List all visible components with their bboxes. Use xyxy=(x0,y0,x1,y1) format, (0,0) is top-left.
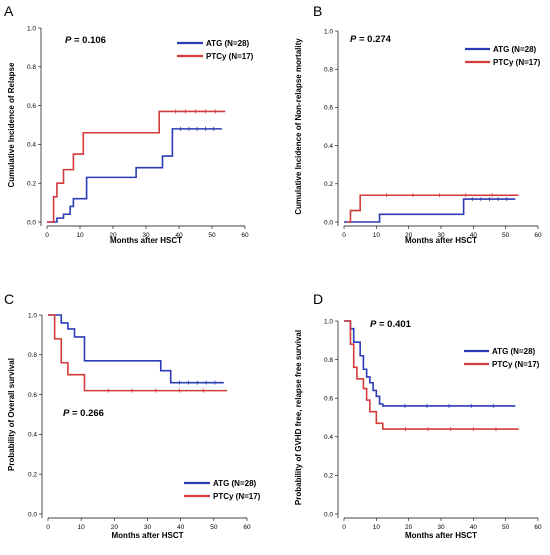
x-tick-label: 10 xyxy=(76,232,84,239)
series-line-atg xyxy=(47,128,222,223)
x-tick-label: 40 xyxy=(470,524,478,531)
y-tick-label: 0.8 xyxy=(28,352,37,359)
p-value-number: = 0.266 xyxy=(69,408,104,419)
x-tick-label: 60 xyxy=(534,232,542,239)
series-line-atg xyxy=(48,314,224,384)
x-tick-label: 40 xyxy=(470,232,478,239)
y-tick-label: 0.2 xyxy=(28,472,37,479)
legend-label: PTCy (N=17) xyxy=(492,360,540,369)
y-tick-label: 0.8 xyxy=(324,357,333,364)
x-tick-label: 50 xyxy=(502,524,510,531)
y-tick-label: 0.0 xyxy=(28,511,37,518)
panel-letter: C xyxy=(4,291,14,307)
x-tick-label: 30 xyxy=(144,524,152,531)
x-tick-label: 0 xyxy=(45,232,49,239)
x-tick-label: 10 xyxy=(78,524,86,531)
p-value-number: = 0.106 xyxy=(71,35,106,46)
x-axis-label: Months after HSCT xyxy=(405,236,477,245)
x-tick-label: 30 xyxy=(437,232,445,239)
y-tick-label: 0.4 xyxy=(28,432,37,439)
x-tick-label: 0 xyxy=(342,232,346,239)
panel-letter: B xyxy=(313,3,322,19)
x-tick-label: 30 xyxy=(142,232,150,239)
y-axis-label: Cumulative Incidence of Non-relapse mort… xyxy=(294,38,303,215)
panel-a: A 0 10 20 30 40 50 60 0.0 0.2 0.4 0.6 0.8 1.0 Months a… xyxy=(4,3,254,245)
series-line-ptcy xyxy=(48,314,228,392)
x-tick-label: 20 xyxy=(109,232,117,239)
legend-label: PTCy (N=17) xyxy=(213,492,261,501)
series-line-ptcy xyxy=(47,110,226,223)
y-tick-label: 0.6 xyxy=(324,105,333,112)
y-tick-label: 0.0 xyxy=(324,219,333,226)
p-value: P = 0.106 xyxy=(65,35,106,46)
p-value-symbol: P xyxy=(63,408,70,419)
legend-label: PTCy (N=17) xyxy=(493,58,541,67)
y-axis-label: Probability of Overall survival xyxy=(7,358,16,471)
x-tick-label: 0 xyxy=(342,524,346,531)
x-tick-label: 10 xyxy=(373,524,381,531)
y-tick-label: 1.0 xyxy=(324,318,333,325)
x-axis-label: Months after HSCT xyxy=(405,531,477,540)
x-tick-label: 0 xyxy=(46,524,50,531)
x-tick-label: 40 xyxy=(175,232,183,239)
x-tick-label: 50 xyxy=(210,524,218,531)
y-tick-label: 0.6 xyxy=(28,392,37,399)
y-tick-label: 0.0 xyxy=(324,511,333,518)
x-tick-label: 50 xyxy=(502,232,510,239)
panel-letter: A xyxy=(4,3,14,19)
y-tick-label: 0.6 xyxy=(27,103,36,110)
y-tick-label: 0.2 xyxy=(27,181,36,188)
y-axis-label: Cumulative Incidence of Relapse xyxy=(7,62,16,187)
p-value: P = 0.274 xyxy=(350,34,392,45)
x-tick-label: 20 xyxy=(405,232,413,239)
y-tick-label: 0.2 xyxy=(324,473,333,480)
y-tick-label: 0.4 xyxy=(324,143,333,150)
p-value-symbol: P xyxy=(350,34,357,45)
panel-c: C 0 10 20 30 40 50 60 0.0 0.2 0.4 0.6 0.8 1.0 Months a… xyxy=(4,291,261,540)
series-line-atg xyxy=(344,320,516,407)
y-tick-label: 0.2 xyxy=(324,181,333,188)
x-tick-label: 60 xyxy=(243,524,251,531)
y-tick-label: 0.8 xyxy=(27,64,36,71)
p-value-symbol: P xyxy=(370,319,377,330)
panel-b: B 0 10 20 30 40 50 60 0.0 0.2 0.4 0.6 0.8 1.0 Months a… xyxy=(294,3,542,245)
legend-label: ATG (N=28) xyxy=(492,347,536,356)
p-value: P = 0.266 xyxy=(63,408,104,419)
y-tick-label: 0.4 xyxy=(27,142,36,149)
x-tick-label: 60 xyxy=(534,524,542,531)
x-tick-label: 20 xyxy=(405,524,413,531)
p-value: P = 0.401 xyxy=(370,319,412,330)
y-tick-label: 1.0 xyxy=(28,312,37,319)
y-tick-label: 0.8 xyxy=(324,67,333,74)
x-tick-label: 60 xyxy=(241,232,249,239)
x-tick-label: 10 xyxy=(373,232,381,239)
legend-label: ATG (N=28) xyxy=(493,45,537,54)
legend-label: ATG (N=28) xyxy=(213,479,257,488)
panel-letter: D xyxy=(313,291,323,307)
x-tick-label: 20 xyxy=(111,524,119,531)
legend-label: PTCy (N=17) xyxy=(206,52,254,61)
p-value-number: = 0.274 xyxy=(356,34,391,45)
p-value-symbol: P xyxy=(65,35,72,46)
x-axis-label: Months after HSCT xyxy=(112,531,184,540)
x-tick-label: 30 xyxy=(437,524,445,531)
panel-d: D 0 10 20 30 40 50 60 0.0 0.2 0.4 0.6 0.8 1.0 Months a… xyxy=(294,291,542,540)
x-tick-label: 40 xyxy=(177,524,185,531)
y-tick-label: 1.0 xyxy=(324,28,333,35)
x-axis-label: Months after HSCT xyxy=(110,236,182,245)
series-line-ptcy xyxy=(344,320,519,430)
legend-label: ATG (N=28) xyxy=(206,39,250,48)
y-tick-label: 0.6 xyxy=(324,396,333,403)
x-tick-label: 50 xyxy=(208,232,216,239)
y-axis-label: Probability of GVHD free, relapse free s… xyxy=(294,330,303,505)
p-value-number: = 0.401 xyxy=(376,319,411,330)
y-tick-label: 1.0 xyxy=(27,25,36,32)
y-tick-label: 0.4 xyxy=(324,434,333,441)
series-line-atg xyxy=(344,198,516,223)
y-tick-label: 0.0 xyxy=(27,219,36,226)
